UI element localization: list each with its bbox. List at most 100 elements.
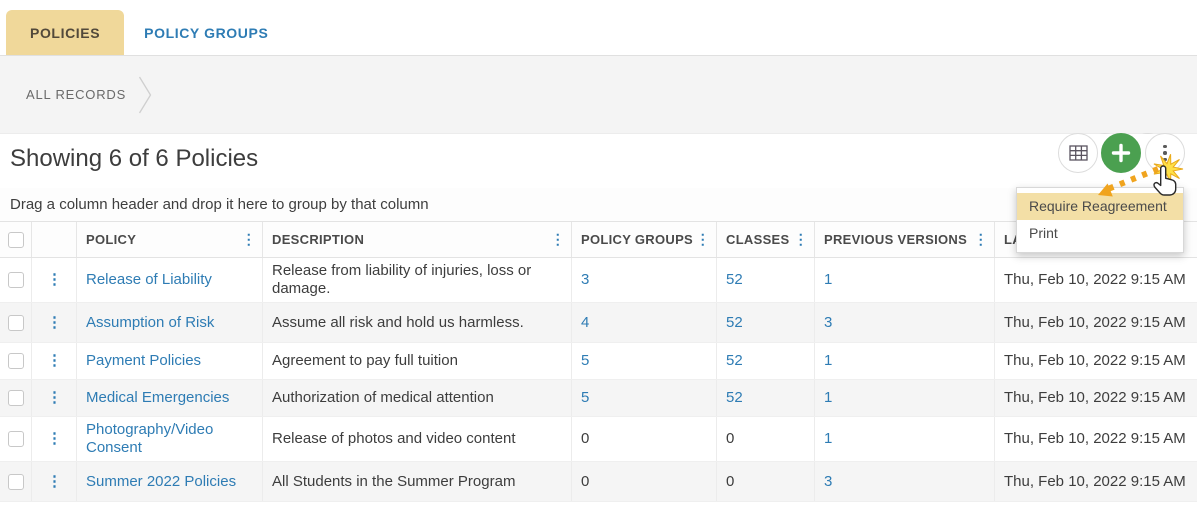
row-checkbox[interactable] [8, 272, 24, 288]
cell-classes: 52 [717, 258, 815, 302]
classes-value[interactable]: 52 [726, 271, 743, 288]
policy-link[interactable]: Assumption of Risk [86, 313, 215, 331]
row-checkbox-cell [0, 380, 32, 416]
last_agreed-text: Thu, Feb 10, 2022 9:15 AM [1004, 313, 1186, 331]
column-menu-icon[interactable]: ⋮ [695, 231, 710, 247]
cell-policy: Assumption of Risk [77, 303, 263, 342]
row-checkbox[interactable] [8, 390, 24, 406]
cell-policy_groups: 4 [572, 303, 717, 342]
policy_groups-value[interactable]: 3 [581, 271, 590, 288]
policy_groups-value[interactable]: 4 [581, 313, 590, 331]
row-menu-icon[interactable]: ⋮ [47, 430, 62, 447]
previous_versions-value[interactable]: 3 [824, 472, 833, 490]
table-row: ⋮ Payment Policies Agreement to pay full t… [0, 343, 1197, 380]
classes-value: 0 [726, 472, 735, 490]
cell-previous_versions: 1 [815, 343, 995, 379]
cell-previous_versions: 3 [815, 462, 995, 501]
previous_versions-value[interactable]: 3 [824, 313, 833, 331]
description-text: Authorization of medical attention [272, 389, 494, 406]
column-header-previous_versions[interactable]: PREVIOUS VERSIONS ⋮ [815, 222, 995, 257]
row-checkbox-cell [0, 258, 32, 302]
description-text: Release from liability of injuries, loss… [272, 262, 532, 297]
tab-policies[interactable]: POLICIES [6, 10, 125, 55]
row-menu-cell: ⋮ [32, 417, 77, 461]
tab-policy-groups[interactable]: POLICY GROUPS [144, 24, 269, 41]
column-header-label: POLICY GROUPS [581, 232, 694, 247]
header-checkbox-cell [0, 222, 32, 257]
description-text: Assume all risk and hold us harmless. [272, 313, 524, 331]
cell-policy_groups: 5 [572, 380, 717, 416]
description-text: All Students in the Summer Program [272, 472, 516, 490]
cell-classes: 52 [717, 343, 815, 379]
row-checkbox-cell [0, 303, 32, 342]
row-menu-icon[interactable]: ⋮ [47, 352, 62, 369]
select-all-checkbox[interactable] [8, 231, 24, 248]
policy-link[interactable]: Summer 2022 Policies [86, 472, 237, 490]
policy_groups-value[interactable]: 5 [581, 352, 590, 369]
classes-value[interactable]: 52 [726, 352, 743, 369]
row-menu-icon[interactable]: ⋮ [47, 389, 62, 406]
previous_versions-value[interactable]: 1 [824, 389, 833, 406]
row-checkbox[interactable] [8, 431, 24, 447]
classes-value[interactable]: 52 [726, 313, 743, 331]
column-header-policy_groups[interactable]: POLICY GROUPS ⋮ [572, 222, 717, 257]
cell-policy_groups: 0 [572, 462, 717, 501]
add-policy-button[interactable] [1101, 133, 1141, 173]
cell-policy_groups: 5 [572, 343, 717, 379]
cell-description: Assume all risk and hold us harmless. [263, 303, 572, 342]
more-actions-button[interactable] [1145, 133, 1185, 173]
policy_groups-value[interactable]: 5 [581, 389, 590, 406]
policy-link[interactable]: Photography/Video Consent [86, 421, 214, 456]
previous_versions-value[interactable]: 1 [824, 430, 833, 447]
column-header-label: POLICY [86, 232, 137, 247]
column-menu-icon[interactable]: ⋮ [241, 231, 256, 247]
cell-last_agreed: Thu, Feb 10, 2022 9:15 AM [995, 258, 1197, 302]
column-header-policy[interactable]: POLICY ⋮ [77, 222, 263, 257]
column-header-label: DESCRIPTION [272, 232, 365, 247]
column-menu-icon[interactable]: ⋮ [973, 231, 988, 247]
previous_versions-value[interactable]: 1 [824, 352, 833, 369]
last_agreed-text: Thu, Feb 10, 2022 9:15 AM [1004, 271, 1186, 288]
cell-last_agreed: Thu, Feb 10, 2022 9:15 AM [995, 462, 1197, 501]
row-checkbox[interactable] [8, 314, 24, 331]
cell-last_agreed: Thu, Feb 10, 2022 9:15 AM [995, 417, 1197, 461]
row-checkbox[interactable] [8, 353, 24, 369]
cell-classes: 52 [717, 303, 815, 342]
cell-previous_versions: 1 [815, 258, 995, 302]
column-menu-icon[interactable]: ⋮ [793, 231, 808, 247]
cell-previous_versions: 3 [815, 303, 995, 342]
column-settings-button[interactable] [1058, 133, 1098, 173]
page-title: Showing 6 of 6 Policies [10, 145, 259, 172]
description-text: Release of photos and video content [272, 430, 516, 447]
previous_versions-value[interactable]: 1 [824, 271, 833, 288]
group-by-bar[interactable]: Drag a column header and drop it here to… [0, 188, 1197, 222]
row-menu-icon[interactable]: ⋮ [47, 271, 62, 288]
column-header-description[interactable]: DESCRIPTION ⋮ [263, 222, 572, 257]
column-menu-icon[interactable]: ⋮ [550, 231, 565, 247]
policy-link[interactable]: Medical Emergencies [86, 389, 230, 406]
cell-description: All Students in the Summer Program [263, 462, 572, 501]
breadcrumb[interactable]: ALL RECORDS [26, 74, 152, 116]
table-row: ⋮ Medical Emergencies Authorization of med… [0, 380, 1197, 417]
cell-description: Agreement to pay full tuition [263, 343, 572, 379]
column-header-classes[interactable]: CLASSES ⋮ [717, 222, 815, 257]
row-menu-cell: ⋮ [32, 343, 77, 379]
row-menu-icon[interactable]: ⋮ [47, 472, 62, 490]
cell-previous_versions: 1 [815, 380, 995, 416]
policy-link[interactable]: Release of Liability [86, 271, 212, 288]
cell-policy: Photography/Video Consent [77, 417, 263, 461]
cell-last_agreed: Thu, Feb 10, 2022 9:15 AM [995, 303, 1197, 342]
grid-icon [1068, 145, 1088, 161]
table-header-row: POLICY ⋮ DESCRIPTION ⋮ POLICY GROUPS ⋮ CLASSES… [0, 222, 1197, 258]
group-by-hint: Drag a column header and drop it here to… [10, 196, 429, 213]
last_agreed-text: Thu, Feb 10, 2022 9:15 AM [1004, 430, 1186, 447]
cell-policy: Release of Liability [77, 258, 263, 302]
row-menu-icon[interactable]: ⋮ [47, 313, 62, 331]
classes-value[interactable]: 52 [726, 389, 743, 406]
table-row: ⋮ Summer 2022 Policies All Students in the… [0, 462, 1197, 502]
menu-item-require-reagreement[interactable]: Require Reagreement [1017, 193, 1183, 220]
policy-link[interactable]: Payment Policies [86, 352, 202, 369]
last_agreed-text: Thu, Feb 10, 2022 9:15 AM [1004, 389, 1186, 406]
menu-item-print[interactable]: Print [1029, 225, 1058, 241]
row-checkbox[interactable] [8, 473, 24, 490]
